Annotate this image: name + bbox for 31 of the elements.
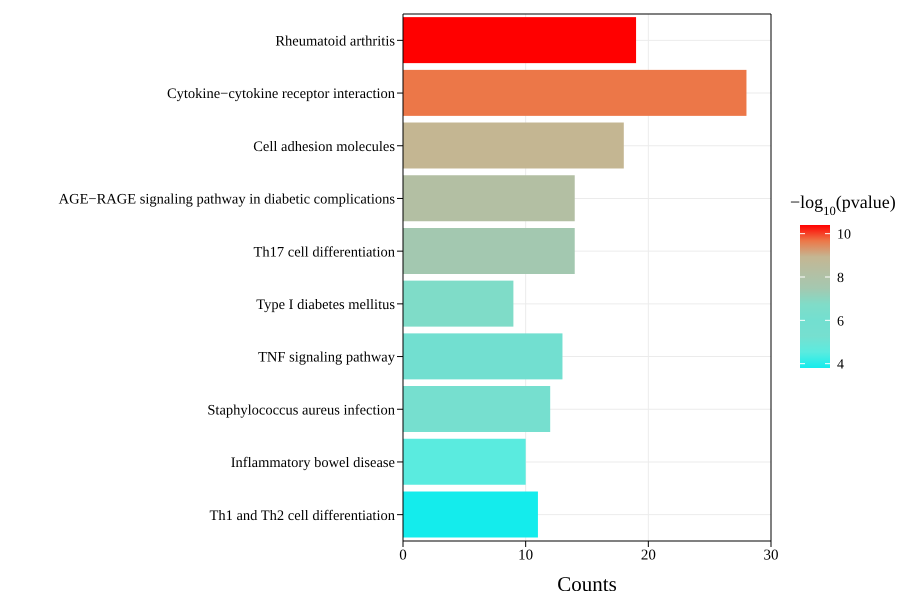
y-tick-label: AGE−RAGE signaling pathway in diabetic complications bbox=[58, 192, 396, 208]
x-axis-title: Counts bbox=[557, 572, 617, 591]
bar bbox=[403, 228, 575, 274]
color-bar-label: 6 bbox=[837, 314, 844, 330]
y-tick-label: Rheumatoid arthritis bbox=[275, 33, 396, 50]
bar bbox=[403, 491, 538, 538]
bar bbox=[403, 175, 575, 222]
colour-scale-legend: −log$_{10}$(pvalue) 4 6 8 10 bbox=[785, 0, 915, 591]
y-tick-label: TNF signaling pathway bbox=[258, 350, 396, 366]
y-tick-label: Th1 and Th2 cell differentiation bbox=[210, 508, 396, 524]
y-tick-label: Inflammatory bowel disease bbox=[230, 455, 395, 472]
bar bbox=[403, 122, 624, 169]
x-tick-label: 0 bbox=[399, 548, 407, 564]
bar bbox=[403, 280, 514, 327]
y-tick-label: Type I diabetes mellitus bbox=[256, 296, 396, 313]
color-bar-label: 8 bbox=[837, 271, 844, 286]
y-tick-label: Th17 cell differentiation bbox=[254, 244, 396, 260]
color-bar-label: 10 bbox=[837, 228, 851, 243]
y-tick-label: Cytokine−cytokine receptor interaction bbox=[166, 86, 396, 102]
y-tick-label: Cell adhesion molecules bbox=[253, 138, 396, 155]
x-tick-label: 10 bbox=[518, 548, 534, 564]
color-bar-label: 4 bbox=[837, 358, 844, 373]
y-tick-label: Staphylococcus aureus infection bbox=[207, 402, 396, 418]
bar bbox=[403, 17, 636, 64]
bar bbox=[403, 333, 562, 380]
bar bbox=[403, 386, 550, 432]
bar bbox=[403, 70, 746, 116]
x-tick-label: 20 bbox=[640, 548, 656, 564]
bar bbox=[403, 438, 526, 485]
x-tick-label: 30 bbox=[764, 548, 778, 564]
color-bar-title: −log$_{10}$(pvalue) bbox=[790, 192, 896, 218]
